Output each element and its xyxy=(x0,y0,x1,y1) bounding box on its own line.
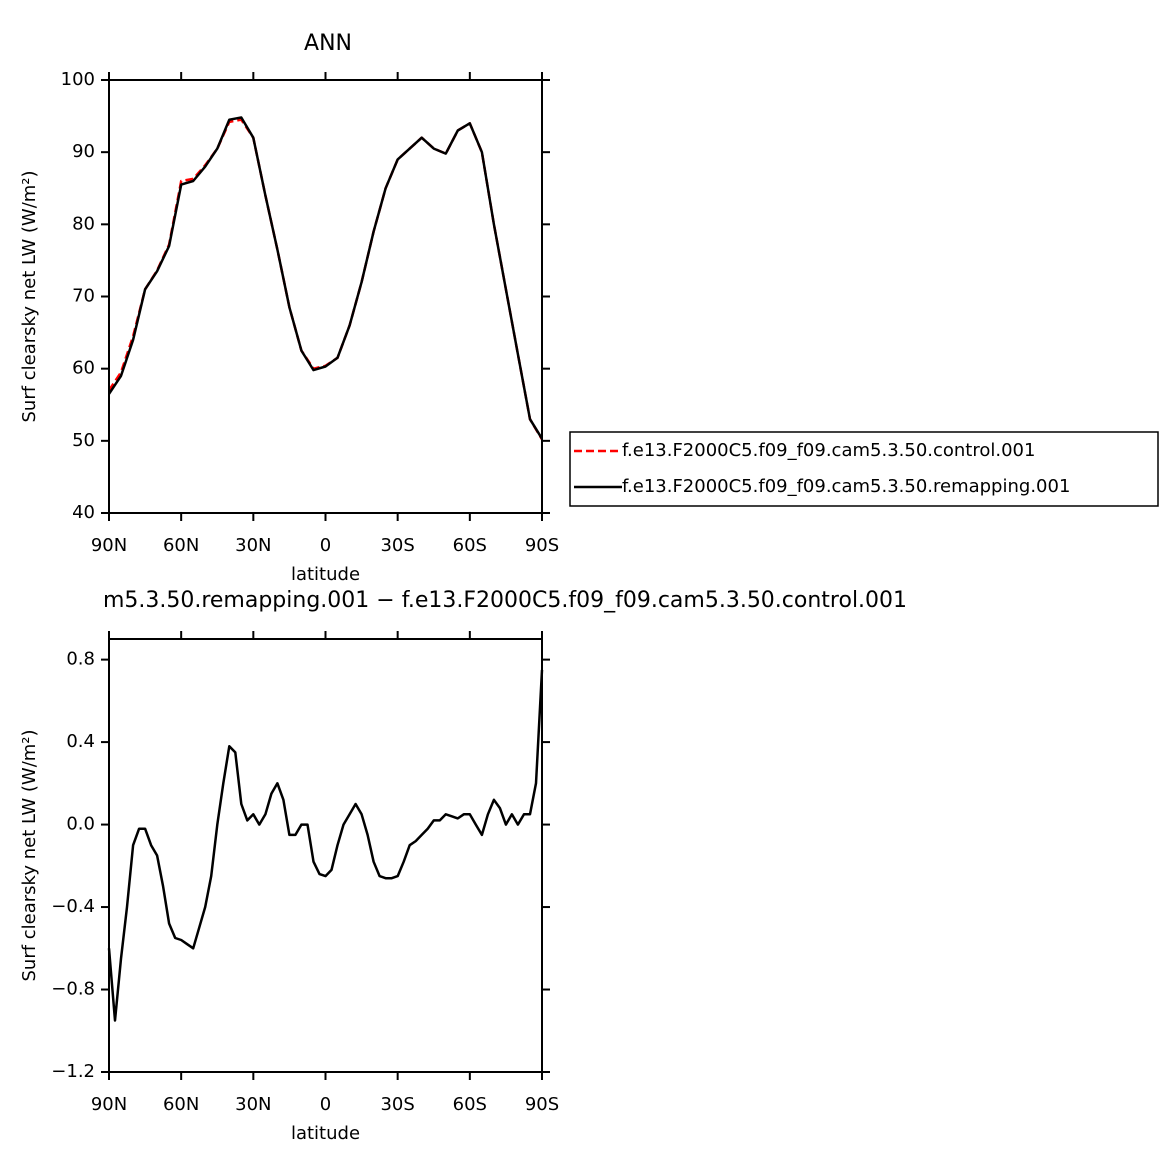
x-axis-label: latitude xyxy=(291,564,360,585)
y-tick-label: 60 xyxy=(72,358,95,379)
x-axis-label: latitude xyxy=(291,1123,360,1144)
x-tick-label: 90N xyxy=(91,535,127,556)
y-tick-label: 0.0 xyxy=(66,814,95,835)
x-tick-label: 30S xyxy=(380,1094,414,1115)
legend-box xyxy=(569,431,1159,507)
plot-frame xyxy=(108,638,543,1073)
x-tick-label: 60S xyxy=(453,535,487,556)
x-tick-label: 60N xyxy=(163,1094,199,1115)
y-axis-label: Surf clearsky net LW (W/m²) xyxy=(19,170,40,422)
legend-label: f.e13.F2000C5.f09_f09.cam5.3.50.remappin… xyxy=(622,476,1070,497)
x-tick-label: 60S xyxy=(453,1094,487,1115)
y-tick-label: 50 xyxy=(72,430,95,451)
x-tick-label: 0 xyxy=(320,535,331,556)
x-tick-label: 30N xyxy=(235,1094,271,1115)
y-tick-label: 0.8 xyxy=(66,649,95,670)
y-tick-label: 90 xyxy=(72,141,95,162)
chart-title: ANN xyxy=(304,31,352,56)
y-tick-label: −0.4 xyxy=(51,896,95,917)
data-line xyxy=(107,118,544,441)
x-tick-label: 90S xyxy=(525,1094,559,1115)
data-line xyxy=(107,669,544,1022)
y-tick-label: −0.8 xyxy=(51,979,95,1000)
x-tick-label: 60N xyxy=(163,535,199,556)
data-line xyxy=(107,116,544,440)
y-tick-label: 80 xyxy=(72,213,95,234)
y-tick-label: 40 xyxy=(72,502,95,523)
y-tick-label: 70 xyxy=(72,286,95,307)
x-tick-label: 0 xyxy=(320,1094,331,1115)
y-tick-label: 0.4 xyxy=(66,731,95,752)
x-tick-label: 90N xyxy=(91,1094,127,1115)
x-tick-label: 30S xyxy=(380,535,414,556)
y-tick-label: 100 xyxy=(61,69,95,90)
plot-frame xyxy=(108,79,543,514)
chart-title: m5.3.50.remapping.001 − f.e13.F2000C5.f0… xyxy=(103,588,907,613)
y-tick-label: −1.2 xyxy=(51,1061,95,1082)
x-tick-label: 90S xyxy=(525,535,559,556)
y-axis-label: Surf clearsky net LW (W/m²) xyxy=(19,729,40,981)
legend-label: f.e13.F2000C5.f09_f09.cam5.3.50.control.… xyxy=(622,440,1035,461)
x-tick-label: 30N xyxy=(235,535,271,556)
